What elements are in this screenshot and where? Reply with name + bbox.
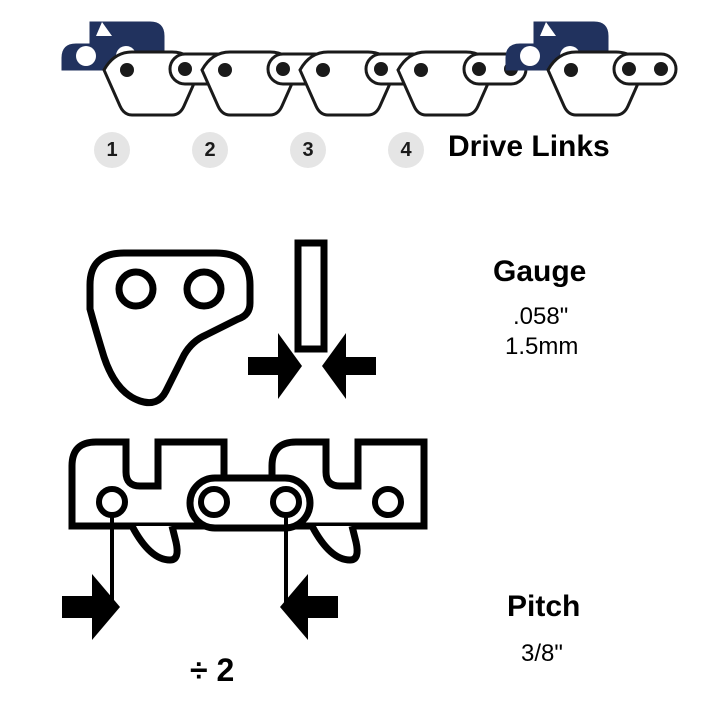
gauge-value-metric: 1.5mm <box>505 333 578 361</box>
gauge-label: Gauge <box>493 255 586 289</box>
pitch-value: 3/8" <box>521 640 563 668</box>
drive-link-number-1: 1 <box>94 132 130 168</box>
drive-link-number-4: 4 <box>388 132 424 168</box>
drive-links-chain-diagram <box>0 12 720 132</box>
pitch-diagram <box>62 430 442 710</box>
drive-link-number-2: 2 <box>192 132 228 168</box>
drive-link-number-3: 3 <box>290 132 326 168</box>
pitch-label: Pitch <box>507 590 580 624</box>
gauge-value-imperial: .058" <box>513 303 568 331</box>
drive-links-label: Drive Links <box>448 130 610 164</box>
pitch-divisor: ÷ 2 <box>190 652 234 689</box>
gauge-diagram <box>70 215 450 425</box>
